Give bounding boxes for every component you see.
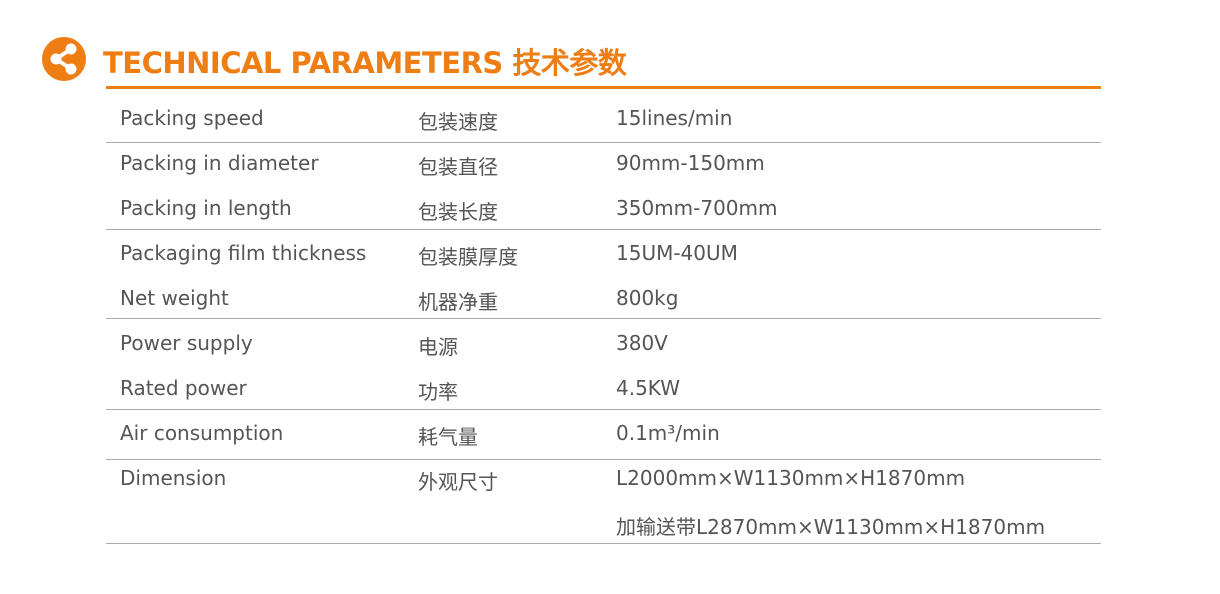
param-name: Packaging film thickness (120, 241, 367, 265)
param-name: Power supply (120, 331, 253, 355)
row-divider (106, 409, 1101, 410)
param-name-zh: 包装长度 (418, 200, 498, 224)
table-row: 加输送带L2870mm×W1130mm×H1870mm (0, 501, 1220, 546)
param-name-zh: 包装速度 (418, 110, 498, 134)
param-value: 0.1m³/min (616, 421, 720, 445)
param-value: 90mm-150mm (616, 151, 765, 175)
table-row: Packaging film thickness 包装膜厚度 15UM-40UM (0, 231, 1220, 276)
row-divider (106, 229, 1101, 230)
param-name-zh: 机器净重 (418, 290, 498, 314)
param-value: 4.5KW (616, 376, 680, 400)
row-divider (106, 543, 1101, 544)
param-value: 15lines/min (616, 106, 733, 130)
param-value: 加输送带L2870mm×W1130mm×H1870mm (616, 515, 1046, 539)
param-name: Rated power (120, 376, 247, 400)
table-row: Power supply 电源 380V (0, 321, 1220, 366)
param-name-zh: 电源 (418, 335, 458, 359)
param-name: Packing in diameter (120, 151, 319, 175)
param-name: Air consumption (120, 421, 284, 445)
param-name: Net weight (120, 286, 229, 310)
table-row: Packing speed 包装速度 15lines/min (0, 96, 1220, 141)
param-name: Packing speed (120, 106, 264, 130)
param-value: 350mm-700mm (616, 196, 778, 220)
table-row: Net weight 机器净重 800kg (0, 276, 1220, 321)
param-value: 15UM-40UM (616, 241, 738, 265)
title-underline (106, 86, 1101, 89)
param-name: Dimension (120, 466, 227, 490)
table-row: Packing in length 包装长度 350mm-700mm (0, 186, 1220, 231)
param-name-zh: 包装直径 (418, 155, 498, 179)
table-row: Packing in diameter 包装直径 90mm-150mm (0, 141, 1220, 186)
param-name-zh: 包装膜厚度 (418, 245, 518, 269)
table-row: Air consumption 耗气量 0.1m³/min (0, 411, 1220, 456)
row-divider (106, 318, 1101, 319)
table-row: Rated power 功率 4.5KW (0, 366, 1220, 411)
param-name-zh: 耗气量 (418, 425, 478, 449)
table-row: Dimension 外观尺寸 L2000mm×W1130mm×H1870mm (0, 456, 1220, 501)
param-name-zh: 功率 (418, 380, 458, 404)
param-name: Packing in length (120, 196, 292, 220)
param-name-zh: 外观尺寸 (418, 470, 498, 494)
param-value: L2000mm×W1130mm×H1870mm (616, 466, 966, 490)
share-icon (42, 37, 86, 81)
param-value: 380V (616, 331, 668, 355)
row-divider (106, 459, 1101, 460)
page-title: TECHNICAL PARAMETERS 技术参数 (103, 46, 627, 80)
param-value: 800kg (616, 286, 679, 310)
row-divider (106, 142, 1101, 143)
